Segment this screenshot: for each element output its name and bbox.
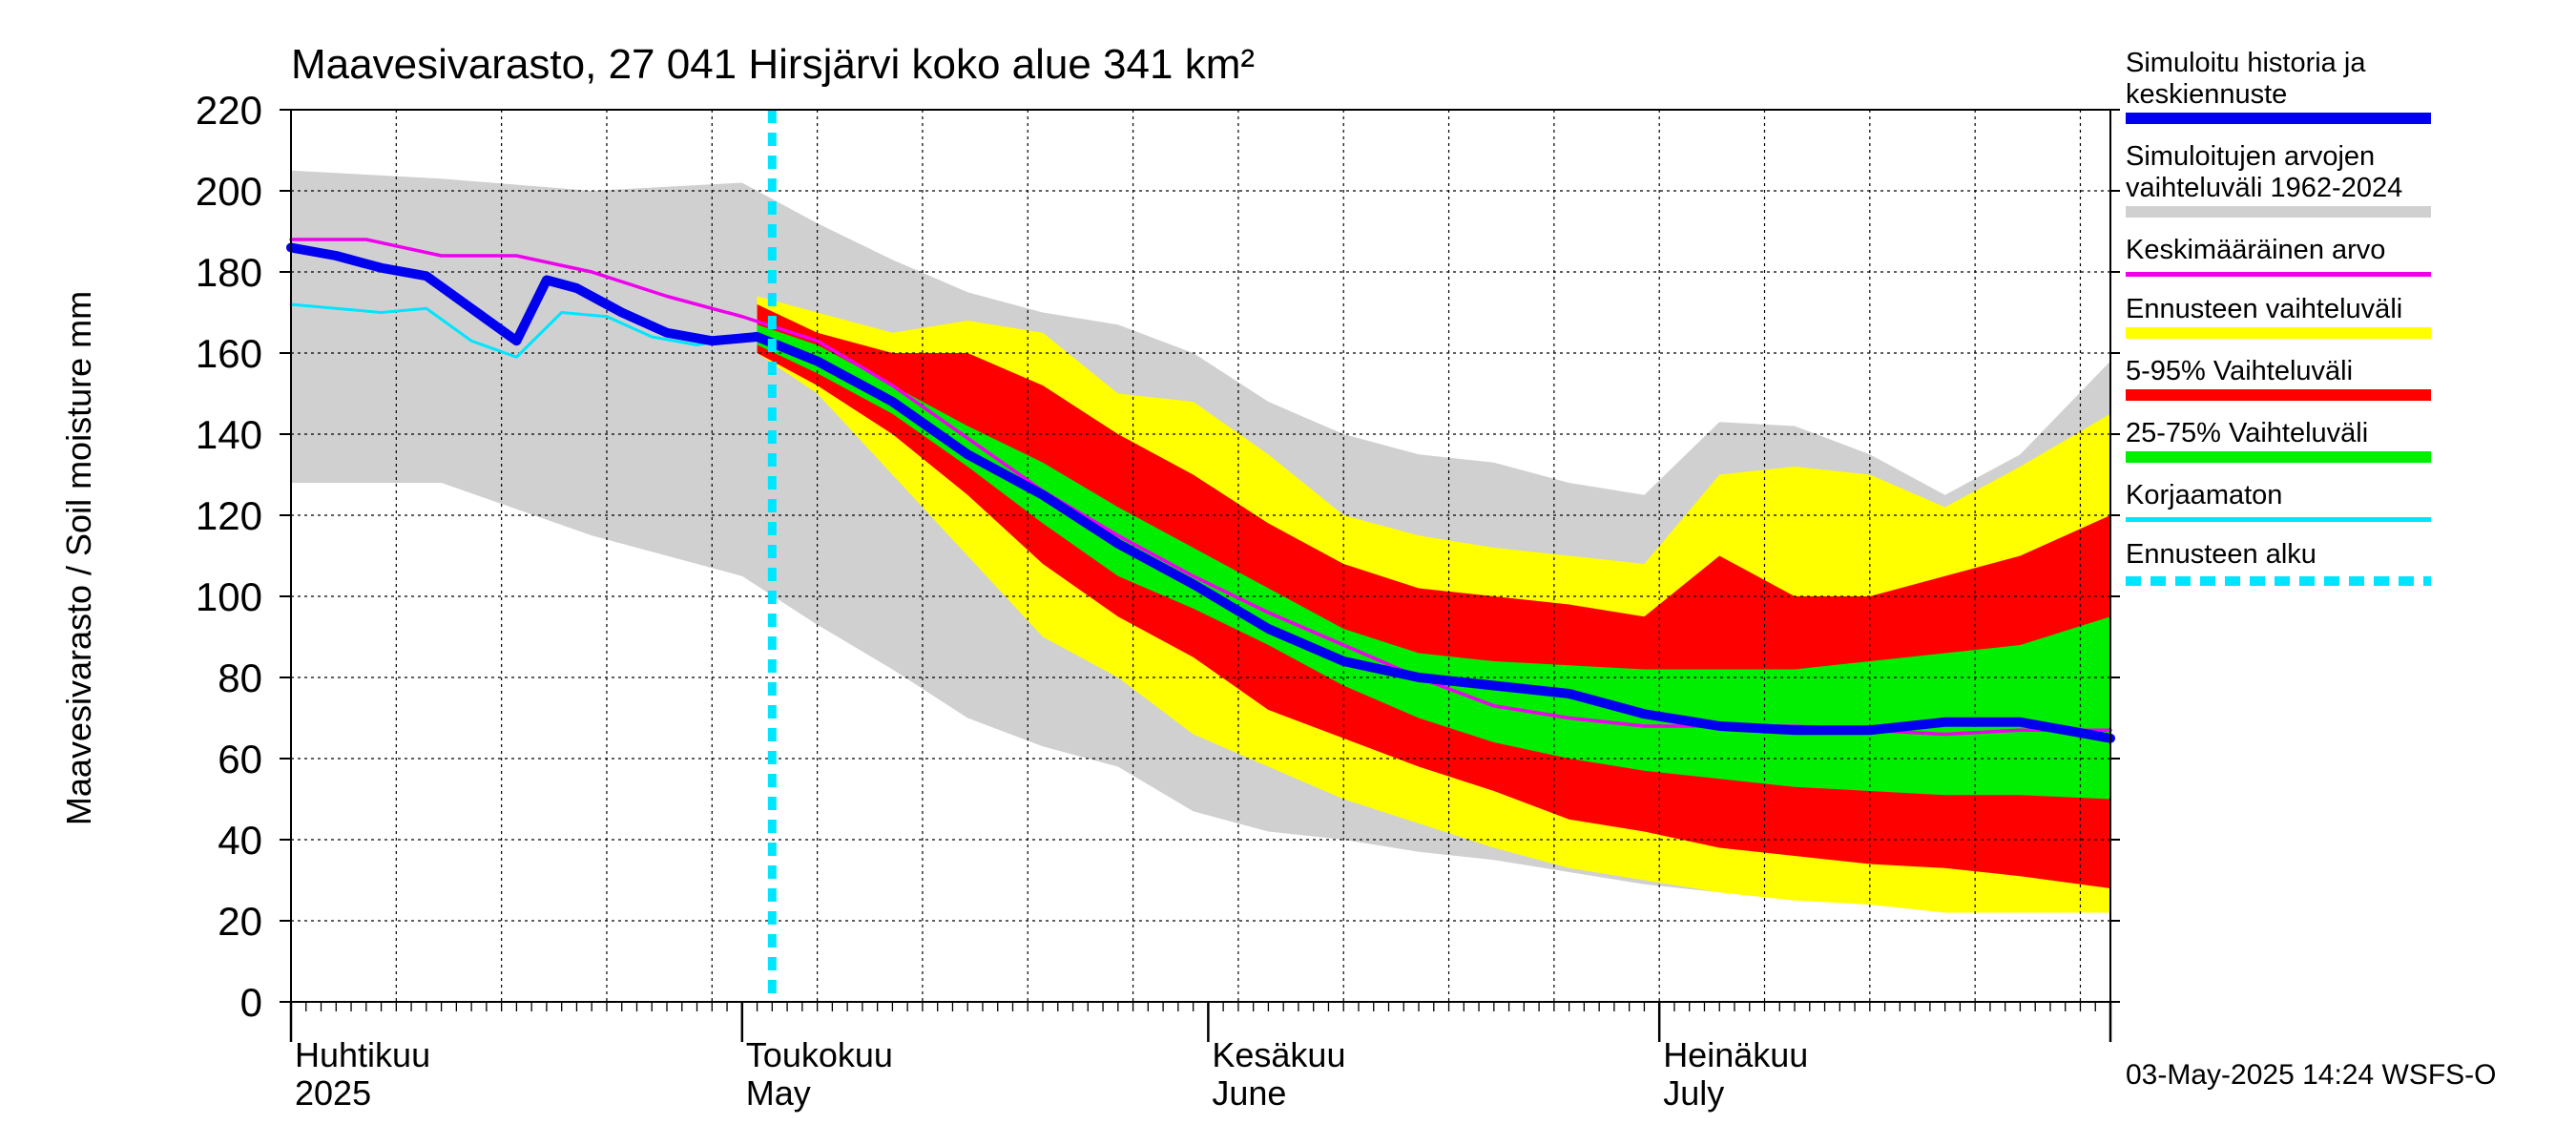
x-month-label-en: May [746, 1073, 811, 1113]
legend-swatch [2126, 327, 2431, 339]
timestamp: 03-May-2025 14:24 WSFS-O [2126, 1059, 2497, 1091]
x-month-label: Kesäkuu [1212, 1035, 1345, 1074]
legend-label: Ennusteen vaihteluväli [2126, 294, 2403, 324]
legend-item: 25-75% Vaihteluväli [2126, 418, 2431, 463]
legend: Simuloitu historia ja keskiennuste Simulo… [2126, 48, 2441, 586]
band-3 [757, 324, 2110, 800]
y-tick-label: 160 [196, 331, 262, 376]
x-month-label-en: July [1663, 1073, 1724, 1113]
y-tick-label: 220 [196, 88, 262, 133]
y-axis-label: Maavesivarasto / Soil moisture mm [59, 291, 98, 825]
x-month-label-en: 2025 [295, 1073, 371, 1113]
legend-label: Ennusteen alku [2126, 539, 2316, 570]
legend-item: Ennusteen vaihteluväli [2126, 294, 2431, 339]
y-tick-label: 100 [196, 574, 262, 619]
legend-swatch [2126, 272, 2431, 277]
legend-item: Ennusteen alku [2126, 539, 2431, 586]
x-month-label-en: June [1212, 1073, 1286, 1113]
legend-swatch [2126, 206, 2431, 218]
x-month-label: Heinäkuu [1663, 1035, 1808, 1074]
legend-label: Simuloitu historia ja keskiennuste [2126, 48, 2366, 110]
legend-swatch [2126, 389, 2431, 401]
legend-swatch [2126, 517, 2431, 522]
y-tick-label: 200 [196, 169, 262, 214]
y-tick-label: 40 [218, 818, 262, 863]
y-tick-label: 120 [196, 493, 262, 538]
legend-label: Simuloitujen arvojen vaihteluväli 1962-2… [2126, 141, 2403, 203]
legend-label: Korjaamaton [2126, 480, 2283, 510]
legend-item: Simuloitujen arvojen vaihteluväli 1962-2… [2126, 141, 2431, 218]
legend-label: 5-95% Vaihteluväli [2126, 356, 2354, 386]
plot-frame [290, 109, 2111, 1003]
series-line-2 [286, 242, 2115, 743]
x-month-label: Toukokuu [746, 1035, 893, 1074]
y-tick-label: 20 [218, 899, 262, 944]
legend-label: 25-75% Vaihteluväli [2126, 418, 2369, 448]
y-tick-label: 0 [240, 980, 262, 1025]
legend-swatch [2126, 113, 2431, 124]
legend-swatch [2126, 576, 2431, 586]
y-tick-label: 180 [196, 250, 262, 295]
y-tick-label: 60 [218, 737, 262, 781]
chart-title: Maavesivarasto, 27 041 Hirsjärvi koko al… [291, 41, 1255, 88]
legend-swatch [2126, 451, 2431, 463]
y-tick-label: 140 [196, 412, 262, 457]
x-month-label: Huhtikuu [295, 1035, 430, 1074]
legend-item: Simuloitu historia ja keskiennuste [2126, 48, 2431, 124]
legend-item: Keskimääräinen arvo [2126, 235, 2431, 277]
y-tick-label: 80 [218, 656, 262, 700]
legend-item: Korjaamaton [2126, 480, 2431, 522]
legend-item: 5-95% Vaihteluväli [2126, 356, 2431, 401]
legend-label: Keskimääräinen arvo [2126, 235, 2386, 265]
soil-moisture-chart: Maavesivarasto, 27 041 Hirsjärvi koko al… [59, 41, 2120, 1113]
